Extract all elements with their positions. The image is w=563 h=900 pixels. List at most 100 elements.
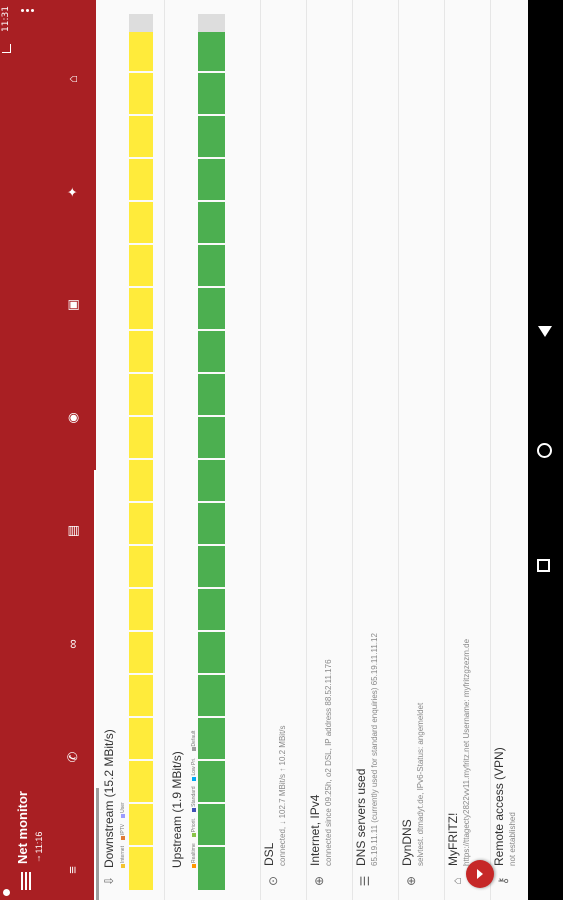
bar-segment-gap bbox=[129, 802, 153, 804]
bar-segment-gap bbox=[129, 200, 153, 202]
bar-segment-gap bbox=[129, 845, 153, 847]
expand-button[interactable] bbox=[466, 860, 494, 888]
list-item-myfritz[interactable]: ⌂ MyFRITZ! https://ttagecty2822vv11.myfrit… bbox=[444, 0, 491, 900]
list-item-dns[interactable]: ☰ DNS servers used 65.19.11.11 (currently … bbox=[352, 0, 399, 900]
recent-apps-icon[interactable] bbox=[537, 558, 553, 574]
app-subtitle: ↑11:16 bbox=[34, 832, 44, 863]
dsl-icon: ⊙ bbox=[266, 875, 280, 887]
upstream-legend-item: Priorit. bbox=[191, 817, 197, 838]
fritz-icon: ⌂ bbox=[450, 877, 464, 885]
overflow-menu-icon[interactable] bbox=[19, 8, 35, 12]
menu-icon[interactable] bbox=[19, 872, 33, 890]
app-bar: Net monitor ↑11:16 ≡ ✆ ∞ ▤ ◉ ▣ ✦ ⌂ bbox=[13, 0, 96, 900]
downstream-legend-item: IPTV bbox=[120, 823, 126, 841]
bar-segment-gap bbox=[198, 845, 225, 847]
legend-label: IPTV bbox=[120, 823, 126, 836]
upstream-legend-item: Realtime bbox=[191, 843, 197, 868]
dns-icon: ☰ bbox=[358, 875, 372, 887]
downstream-title: Downstream (15.2 MBit/s) bbox=[102, 729, 116, 868]
downstream-section: ⇩ Downstream (15.2 MBit/s) Internet IPTV U… bbox=[96, 0, 165, 900]
bar-segment-gap bbox=[198, 157, 225, 159]
downstream-fill bbox=[129, 31, 153, 890]
upload-arrow-icon: ↑ bbox=[36, 852, 42, 863]
bar-segment-gap bbox=[198, 286, 225, 288]
legend-swatch bbox=[121, 836, 125, 841]
legend-swatch bbox=[192, 747, 196, 752]
bar-segment-gap bbox=[129, 114, 153, 116]
bar-segment-gap bbox=[198, 243, 225, 245]
list-item-title: Remote access (VPN) bbox=[492, 747, 506, 866]
legend-swatch bbox=[192, 807, 196, 812]
bar-segment-gap bbox=[129, 630, 153, 632]
bar-segment-gap bbox=[129, 71, 153, 73]
tab-plug-icon[interactable]: ✦ bbox=[65, 186, 80, 198]
list-item-internet[interactable]: ⊕ Internet, IPv4 connected since 09.25h, o… bbox=[306, 0, 353, 900]
upstream-section: ⇧ Upstream (1.9 MBit/s) RealtimePriorit.… bbox=[164, 0, 261, 900]
tab-call-icon[interactable]: ✆ bbox=[65, 751, 80, 763]
tab-fax-icon[interactable]: ▤ bbox=[65, 524, 80, 538]
back-icon[interactable] bbox=[537, 323, 553, 339]
downstream-legend-item: User bbox=[120, 802, 126, 818]
bar-segment-gap bbox=[129, 329, 153, 331]
list-item-title: DNS servers used bbox=[354, 768, 368, 866]
downstream-legend-item: Internet bbox=[120, 846, 126, 868]
download-icon: ⇩ bbox=[102, 875, 116, 887]
legend-label: User bbox=[120, 802, 126, 813]
tab-network-icon[interactable]: ⌂ bbox=[65, 75, 80, 83]
bar-segment-gap bbox=[198, 630, 225, 632]
bar-segment-gap bbox=[198, 716, 225, 718]
upstream-title: Upstream (1.9 MBit/s) bbox=[170, 751, 184, 868]
bar-segment-gap bbox=[198, 587, 225, 589]
bar-segment-gap bbox=[129, 501, 153, 503]
list-item-subtitle: not established bbox=[508, 812, 517, 866]
globe-icon: ⊕ bbox=[404, 875, 418, 887]
list-item-subtitle: connected since 09.25h, o2 DSL, IP addre… bbox=[324, 659, 333, 866]
tab-bar: ≡ ✆ ∞ ▤ ◉ ▣ ✦ ⌂ bbox=[53, 0, 96, 900]
list-item-title: Internet, IPv4 bbox=[308, 794, 322, 866]
home-icon[interactable] bbox=[537, 443, 553, 459]
bar-segment-gap bbox=[198, 372, 225, 374]
bar-segment-gap bbox=[198, 200, 225, 202]
tab-devices-icon[interactable]: ▣ bbox=[65, 298, 80, 312]
upstream-fill bbox=[198, 31, 225, 890]
signal-icon bbox=[2, 44, 11, 53]
bar-segment-gap bbox=[129, 458, 153, 460]
status-time: 11:31 bbox=[1, 6, 11, 32]
bar-segment-gap bbox=[129, 243, 153, 245]
tab-wifi-icon[interactable]: ◉ bbox=[65, 412, 80, 424]
tab-chart-icon[interactable]: ≡ bbox=[65, 866, 80, 874]
bar-segment-gap bbox=[129, 157, 153, 159]
bar-segment-gap bbox=[129, 544, 153, 546]
legend-label: Internet bbox=[120, 846, 126, 863]
legend-swatch bbox=[192, 776, 196, 781]
list-item-dsl[interactable]: ⊙ DSL connected, ↓ 102.7 MBit/s ↑ 10.2 MBi… bbox=[260, 0, 307, 900]
bar-segment-gap bbox=[129, 759, 153, 761]
app-title: Net monitor bbox=[15, 791, 30, 864]
bar-segment-gap bbox=[129, 415, 153, 417]
bar-segment-gap bbox=[198, 415, 225, 417]
bar-segment-gap bbox=[129, 716, 153, 718]
list-item-subtitle: selvtest. dtmadyt.de, IPv6-Status: angem… bbox=[416, 702, 425, 866]
upstream-legend-item: Low Pri. bbox=[191, 757, 197, 781]
legend-swatch bbox=[192, 864, 196, 868]
key-icon: ⚷ bbox=[496, 876, 510, 886]
notification-icon bbox=[3, 889, 10, 896]
globe-icon: ⊕ bbox=[312, 875, 326, 887]
legend-swatch bbox=[121, 813, 125, 818]
legend-label: Priorit. bbox=[191, 817, 197, 833]
list-item-title: MyFRITZ! bbox=[446, 812, 460, 866]
bar-segment-gap bbox=[198, 329, 225, 331]
upstream-bar bbox=[198, 14, 225, 890]
list-item-title: DynDNS bbox=[400, 819, 414, 866]
navigation-bar bbox=[528, 0, 563, 900]
bar-segment-gap bbox=[129, 587, 153, 589]
upstream-legend-item: Default bbox=[191, 731, 197, 752]
bar-segment-gap bbox=[129, 372, 153, 374]
list-item-dyndns[interactable]: ⊕ DynDNS selvtest. dtmadyt.de, IPv6-Status… bbox=[398, 0, 445, 900]
bar-segment-gap bbox=[129, 286, 153, 288]
list-item-subtitle: 65.19.11.11 (currently used for standard… bbox=[370, 633, 379, 866]
bar-segment-gap bbox=[198, 114, 225, 116]
upstream-legend-item: Standard bbox=[191, 787, 197, 812]
tab-voicemail-icon[interactable]: ∞ bbox=[65, 639, 80, 649]
